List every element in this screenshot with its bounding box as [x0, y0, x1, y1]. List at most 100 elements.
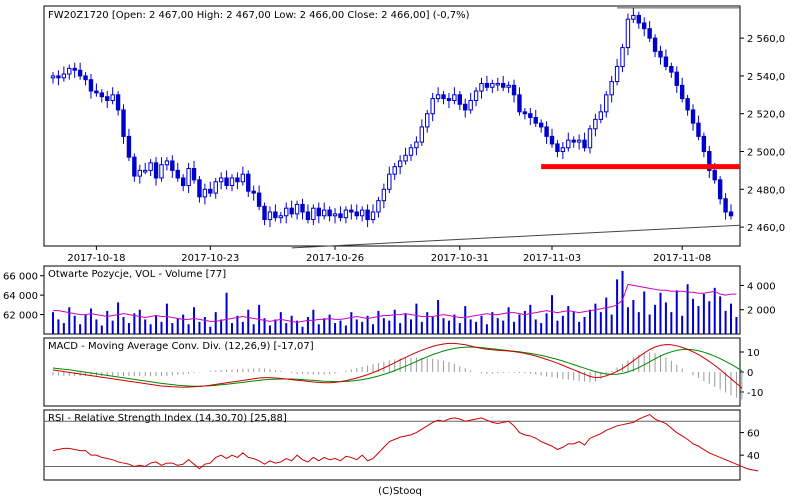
macd-line: [52, 342, 743, 389]
candle-body: [99, 92, 105, 98]
volume-bar: [220, 319, 223, 334]
volume-bar: [659, 292, 662, 334]
volume-bar: [279, 312, 282, 334]
volume-bar: [648, 314, 651, 334]
macd-signal-line: [52, 346, 743, 387]
candle-body: [267, 211, 273, 221]
volume-bar: [681, 315, 684, 334]
rsi-y-tick-label: 40: [747, 451, 760, 462]
volume-bar: [176, 318, 179, 334]
oi-left-tick-label: 66 000: [3, 272, 38, 283]
volume-bar: [431, 317, 434, 334]
candle-body: [408, 147, 414, 156]
candle-body: [609, 81, 614, 96]
volume-bar: [334, 323, 337, 334]
candle-body: [208, 188, 213, 194]
candle-body: [387, 173, 392, 190]
volume-bar: [702, 293, 705, 334]
candle-body: [240, 173, 246, 183]
candle-body: [560, 147, 566, 153]
volume-bar: [594, 303, 597, 334]
volume-bar: [464, 306, 467, 334]
volume-bar: [513, 321, 516, 334]
candle-body: [425, 113, 430, 128]
volume-bar: [317, 324, 320, 334]
volume-bar: [567, 306, 570, 334]
volume-bar: [323, 318, 326, 334]
candle-body: [642, 22, 647, 30]
volume-bar: [458, 323, 461, 334]
candle-body: [441, 94, 446, 100]
volume-bar: [502, 320, 505, 334]
volume-bar: [523, 310, 526, 334]
volume-bar: [730, 303, 732, 334]
candle-body: [77, 69, 83, 77]
volume-bar: [111, 320, 114, 334]
volume-bar: [165, 303, 168, 334]
volume-bar: [654, 304, 657, 334]
candle-body: [452, 94, 457, 101]
candle-body: [338, 213, 343, 219]
candle-body: [435, 94, 441, 100]
volume-bar: [583, 317, 586, 334]
volume-bar: [561, 315, 564, 334]
volume-bar: [236, 315, 239, 334]
candle-body: [94, 90, 99, 94]
volume-bar: [588, 309, 591, 334]
candle-body: [701, 135, 707, 153]
volume-bar: [62, 323, 65, 334]
candle-body: [473, 90, 479, 101]
volume-bar: [415, 303, 418, 334]
candle-body: [148, 162, 153, 171]
candle-body: [636, 14, 641, 24]
candle-body: [674, 71, 679, 86]
volume-bar: [209, 326, 212, 334]
candle-body: [289, 207, 294, 215]
candle-body: [647, 28, 652, 39]
volume-bar: [382, 318, 385, 334]
candle-body: [593, 118, 598, 130]
volume-bar: [79, 324, 82, 334]
candle-body: [522, 111, 528, 115]
volume-bar: [100, 325, 103, 334]
volume-bar: [480, 315, 483, 334]
open-interest-line: [53, 283, 737, 323]
volume-bar: [692, 298, 695, 334]
volume-bar: [599, 312, 602, 334]
candle-body: [576, 139, 582, 143]
volume-bar: [339, 320, 342, 334]
volume-bar: [670, 312, 673, 334]
candle-body: [555, 143, 560, 153]
volume-bar: [719, 296, 722, 334]
volume-bar: [355, 319, 358, 334]
volume-bar: [388, 320, 391, 334]
volume-bar: [447, 320, 450, 334]
volume-bar: [361, 321, 364, 334]
candle-body: [186, 168, 191, 187]
rsi-y-tick-label: 60: [747, 429, 760, 440]
volume-bar: [247, 309, 250, 334]
candle-body: [728, 211, 734, 217]
volume-bar: [372, 324, 375, 334]
candle-body: [67, 67, 72, 75]
candle-body: [598, 111, 604, 120]
candle-body: [414, 141, 419, 149]
candle-body: [300, 203, 305, 213]
candle-body: [614, 65, 620, 83]
volume-bar: [193, 307, 196, 334]
volume-bar: [409, 319, 412, 334]
volume-bar: [171, 323, 174, 334]
candle-body: [175, 169, 180, 179]
candle-body: [137, 169, 142, 177]
volume-bar: [664, 302, 667, 334]
volume-bar: [95, 319, 98, 334]
price-y-tick-label: 2 540,0: [747, 72, 785, 83]
volume-bar: [643, 291, 646, 334]
volume-bar: [442, 318, 445, 334]
volume-bar: [610, 314, 613, 334]
candle-body: [115, 94, 121, 111]
candle-body: [468, 99, 473, 111]
candle-body: [229, 177, 235, 187]
candle-body: [235, 177, 240, 183]
volume-bar: [496, 318, 499, 334]
